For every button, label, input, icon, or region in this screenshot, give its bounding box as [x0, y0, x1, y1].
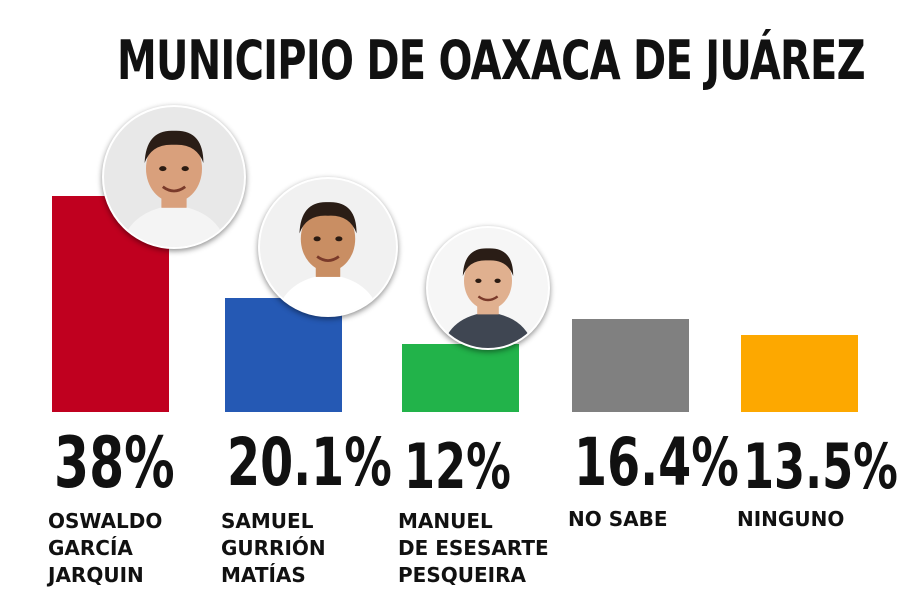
bar [402, 343, 519, 412]
category-label-line: SAMUEL [221, 509, 314, 533]
bar [741, 335, 858, 412]
data-label: 16.4% [574, 424, 739, 501]
category-label-line: GURRIÓN [221, 536, 326, 560]
chart-title: MUNICIPIO DE OAXACA DE JUÁREZ [117, 29, 866, 92]
category-label-line: MATÍAS [221, 563, 306, 587]
data-label: 13.5% [743, 430, 898, 503]
portrait-icon [428, 228, 548, 348]
candidate-photo [426, 226, 550, 350]
data-label: 38% [54, 422, 175, 504]
data-label: 20.1% [227, 424, 392, 501]
category-label-line: MANUEL [398, 509, 493, 533]
category-label: MANUEL DE ESESARTE PESQUEIRA [398, 508, 549, 589]
category-label: NINGUNO [737, 506, 844, 533]
category-label-line: NINGUNO [737, 507, 845, 531]
category-label-line: DE ESESARTE [398, 536, 549, 560]
category-label: SAMUEL GURRIÓN MATÍAS [221, 508, 326, 589]
category-label-line: GARCÍA [48, 536, 133, 560]
category-label: OSWALDO GARCÍA JARQUIN [48, 508, 162, 589]
candidate-photo [258, 177, 398, 317]
bar [572, 318, 689, 412]
category-label-line: PESQUEIRA [398, 563, 526, 587]
category-label-line: OSWALDO [48, 509, 163, 533]
portrait-icon [260, 179, 396, 315]
data-label: 12% [404, 430, 511, 503]
candidate-photo [102, 105, 246, 249]
category-label: NO SABE [568, 506, 668, 533]
portrait-icon [104, 107, 244, 247]
category-label-line: NO SABE [568, 507, 668, 531]
category-label-line: JARQUIN [48, 563, 144, 587]
